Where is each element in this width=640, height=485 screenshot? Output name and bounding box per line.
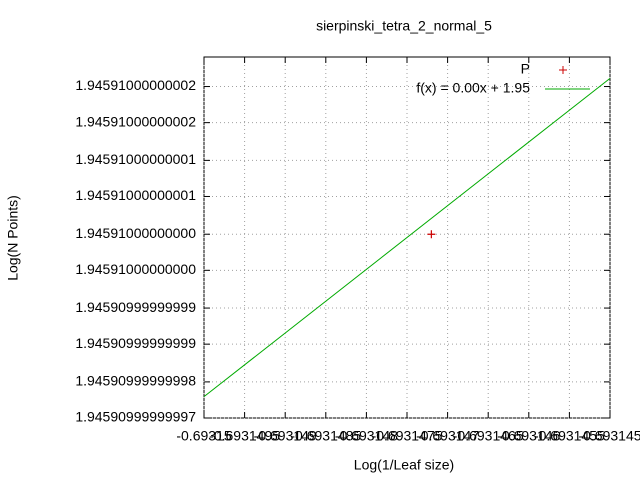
x-tick-label: -0.6931495	[209, 428, 280, 444]
fit-line	[203, 77, 611, 398]
x-tick-label: -0.693149	[254, 428, 317, 444]
y-tick-label: 1.94590999999998	[75, 373, 196, 389]
legend-label: f(x) = 0.00x + 1.95	[416, 80, 530, 96]
x-tick-label: -0.693147	[416, 428, 479, 444]
y-tick-label: 1.94590999999999	[75, 299, 196, 315]
x-tick-label: -0.693148	[335, 428, 398, 444]
x-tick-label: -0.693145	[578, 428, 640, 444]
legend-marker	[559, 66, 567, 74]
x-axis-label: Log(1/Leaf size)	[354, 457, 454, 473]
y-tick-label: 1.94591000000000	[75, 261, 196, 277]
legend-label: P	[521, 61, 530, 77]
x-tick-label: -0.693146	[497, 428, 560, 444]
chart-title: sierpinski_tetra_2_normal_5	[316, 18, 492, 34]
y-tick-label: 1.94591000000002	[75, 77, 196, 93]
x-tick-label: -0.6931475	[372, 428, 443, 444]
x-tick-label: -0.6931455	[534, 428, 605, 444]
y-tick-label: 1.94591000000002	[75, 113, 196, 129]
y-tick-label: 1.94590999999997	[75, 409, 196, 425]
data-point	[427, 230, 436, 239]
x-tick-label: -0.69315	[176, 428, 231, 444]
y-tick-label: 1.94591000000001	[75, 151, 196, 167]
y-tick-label: 1.94591000000001	[75, 187, 196, 203]
x-tick-label: -0.6931485	[290, 428, 361, 444]
y-axis-label: Log(N Points)	[5, 195, 21, 281]
y-tick-label: 1.94590999999999	[75, 335, 196, 351]
y-tick-label: 1.94591000000000	[75, 225, 196, 241]
x-tick-label: -0.6931465	[453, 428, 524, 444]
